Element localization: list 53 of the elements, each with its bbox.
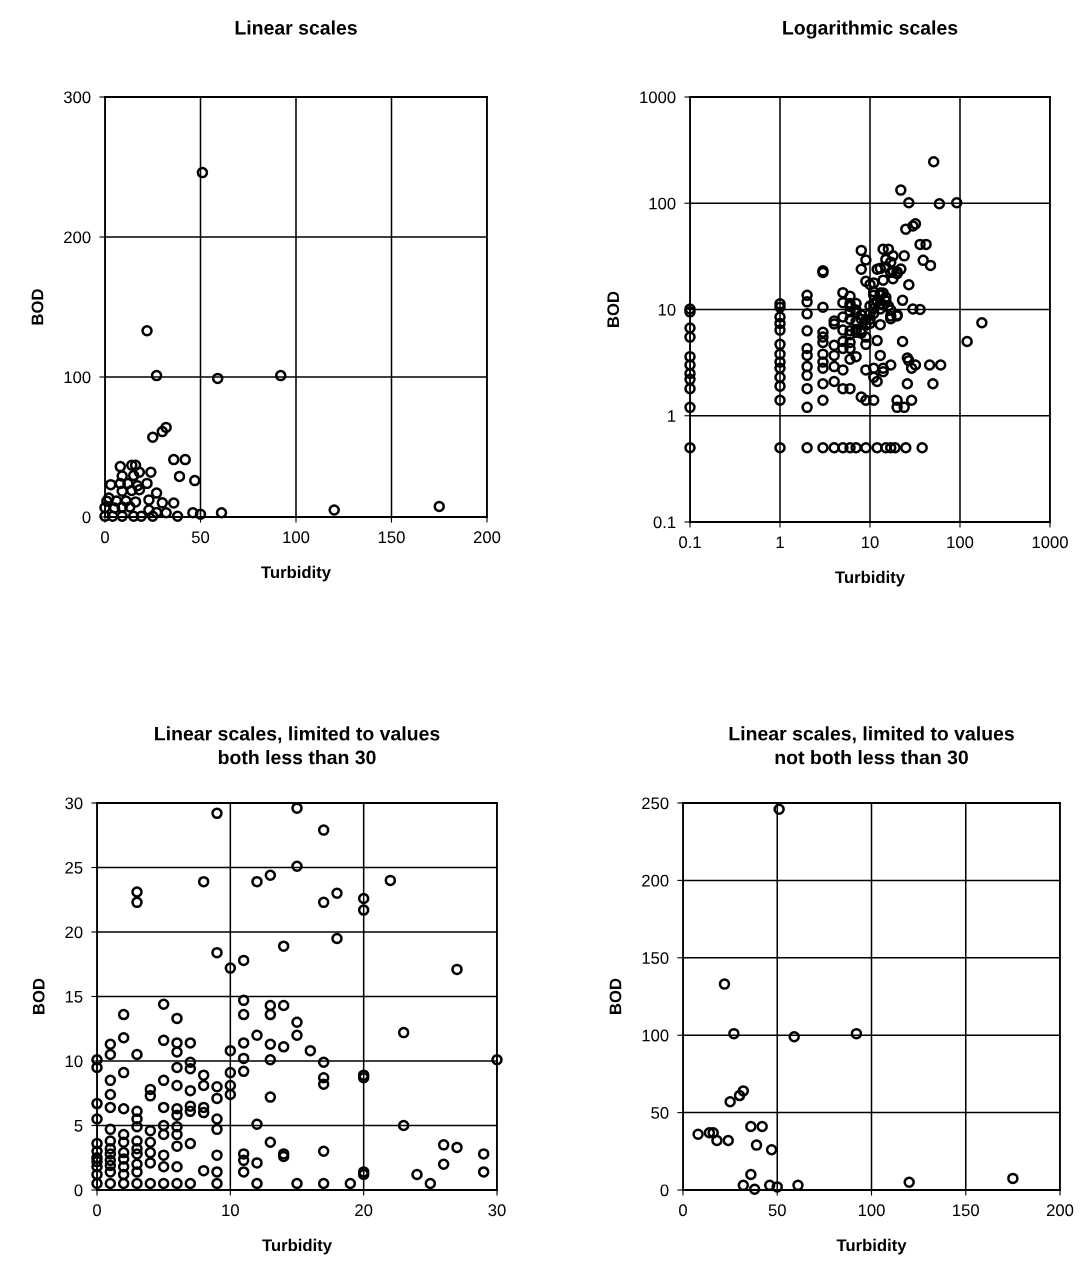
x-axis-title: Turbidity xyxy=(836,1238,907,1255)
y-tick-label: 50 xyxy=(651,1107,669,1119)
y-tick-label: 1 xyxy=(668,410,676,422)
x-tick-label: 1 xyxy=(776,536,784,548)
y-tick-label: 20 xyxy=(65,926,83,939)
x-tick-label: 0 xyxy=(679,1204,687,1217)
y-tick-label: 300 xyxy=(63,91,91,104)
y-tick-label: 100 xyxy=(649,197,676,210)
y-tick-label: 150 xyxy=(642,952,669,964)
y-tick-label: 0 xyxy=(82,511,91,524)
x-tick-label: 200 xyxy=(1046,1204,1074,1217)
y-tick-label: 200 xyxy=(64,231,91,244)
x-tick-label: 30 xyxy=(488,1204,506,1217)
y-tick-label: 100 xyxy=(642,1029,669,1042)
y-tick-label: 0 xyxy=(660,1184,669,1197)
x-tick-label: 10 xyxy=(862,536,879,549)
y-tick-label: 10 xyxy=(65,1055,83,1068)
y-tick-label: 0 xyxy=(74,1184,83,1197)
x-tick-label: 1000 xyxy=(1032,536,1068,549)
chart-title: Logarithmic scales xyxy=(783,20,958,39)
y-axis-title: BOD xyxy=(607,291,620,327)
y-tick-label: 10 xyxy=(658,303,676,316)
y-axis-title: BOD xyxy=(609,978,622,1014)
x-tick-label: 50 xyxy=(768,1204,786,1217)
y-tick-label: 5 xyxy=(74,1120,83,1132)
y-tick-label: 250 xyxy=(642,797,669,810)
y-tick-label: 15 xyxy=(65,991,83,1003)
y-axis-title: BOD xyxy=(31,289,44,325)
y-tick-label: 25 xyxy=(65,861,83,874)
x-axis-title: Turbidity xyxy=(261,565,331,582)
x-tick-label: 0.1 xyxy=(679,536,701,549)
y-tick-label: 30 xyxy=(65,797,83,810)
chart-title: Linear scales, limited to values both less than 30 xyxy=(155,726,440,765)
x-tick-label: 100 xyxy=(858,1204,885,1217)
x-axis-title: Turbidity xyxy=(835,570,905,587)
x-tick-label: 150 xyxy=(378,531,405,544)
x-tick-label: 0 xyxy=(93,1204,101,1217)
y-tick-label: 100 xyxy=(64,371,91,384)
x-tick-label: 150 xyxy=(953,1204,979,1217)
x-axis-title: Turbidity xyxy=(262,1238,332,1255)
x-tick-label: 100 xyxy=(947,536,974,549)
y-tick-label: 0.1 xyxy=(653,516,676,529)
x-tick-label: 50 xyxy=(191,531,210,544)
x-tick-label: 100 xyxy=(283,531,310,544)
x-tick-label: 0 xyxy=(101,531,109,544)
y-axis-title: BOD xyxy=(32,978,45,1014)
y-tick-label: 1000 xyxy=(640,91,676,104)
chart-title: Linear scales xyxy=(235,20,357,35)
x-tick-label: 20 xyxy=(355,1204,373,1217)
y-tick-label: 200 xyxy=(642,874,669,887)
x-tick-label: 10 xyxy=(222,1204,239,1217)
x-tick-label: 200 xyxy=(473,531,501,544)
chart-title: Linear scales, limited to values not both less than 30 xyxy=(729,726,1014,765)
